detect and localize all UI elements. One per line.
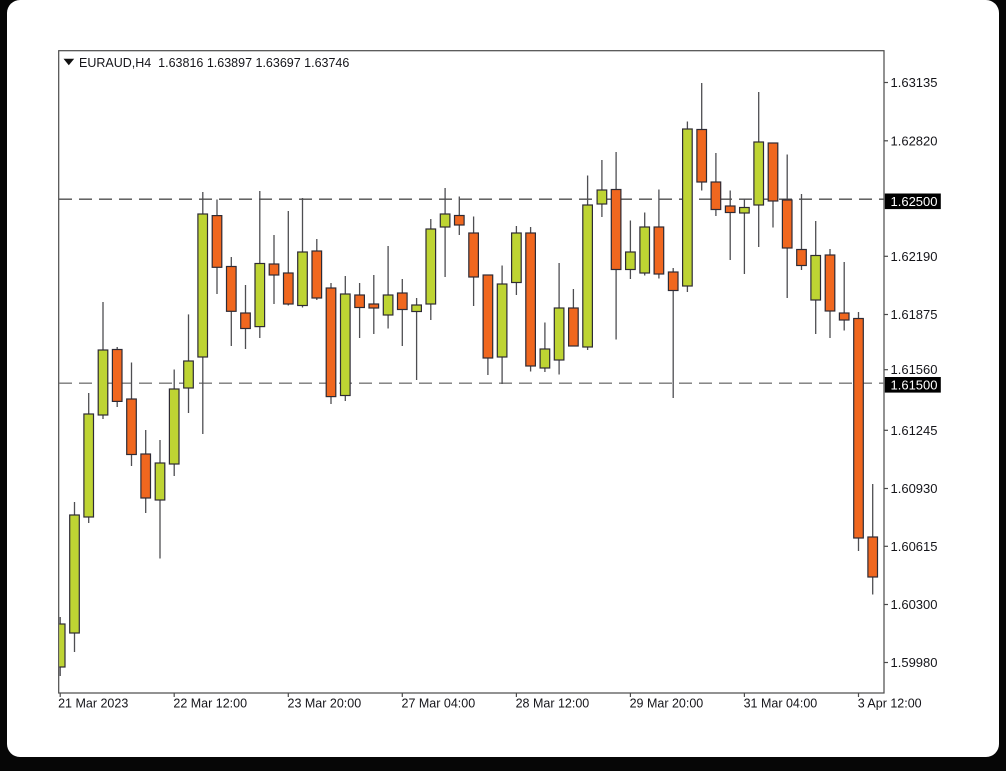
svg-text:1.62500: 1.62500 (891, 194, 938, 209)
svg-text:1.60615: 1.60615 (891, 539, 938, 554)
svg-text:3 Apr 12:00: 3 Apr 12:00 (858, 697, 922, 711)
svg-text:1.62190: 1.62190 (891, 249, 938, 264)
svg-text:1.61875: 1.61875 (891, 307, 938, 322)
svg-text:31 Mar 04:00: 31 Mar 04:00 (744, 697, 818, 711)
svg-text:EURAUD,H4 1.63816 1.63897 1.6: EURAUD,H4 1.63816 1.63897 1.63697 1.6374… (79, 56, 349, 70)
svg-text:1.61245: 1.61245 (891, 423, 938, 438)
svg-text:1.62820: 1.62820 (891, 133, 938, 148)
svg-text:22 Mar 12:00: 22 Mar 12:00 (173, 697, 247, 711)
svg-text:29 Mar 20:00: 29 Mar 20:00 (630, 697, 704, 711)
svg-text:1.59980: 1.59980 (891, 655, 938, 670)
svg-text:28 Mar 12:00: 28 Mar 12:00 (516, 697, 590, 711)
svg-text:27 Mar 04:00: 27 Mar 04:00 (402, 697, 476, 711)
svg-text:21 Mar 2023: 21 Mar 2023 (58, 697, 128, 711)
svg-text:1.60300: 1.60300 (891, 597, 938, 612)
svg-text:1.63135: 1.63135 (891, 75, 938, 90)
svg-text:23 Mar 20:00: 23 Mar 20:00 (288, 697, 362, 711)
svg-text:1.60930: 1.60930 (891, 481, 938, 496)
svg-text:1.61560: 1.61560 (891, 362, 938, 377)
svg-text:1.61500: 1.61500 (891, 377, 938, 392)
